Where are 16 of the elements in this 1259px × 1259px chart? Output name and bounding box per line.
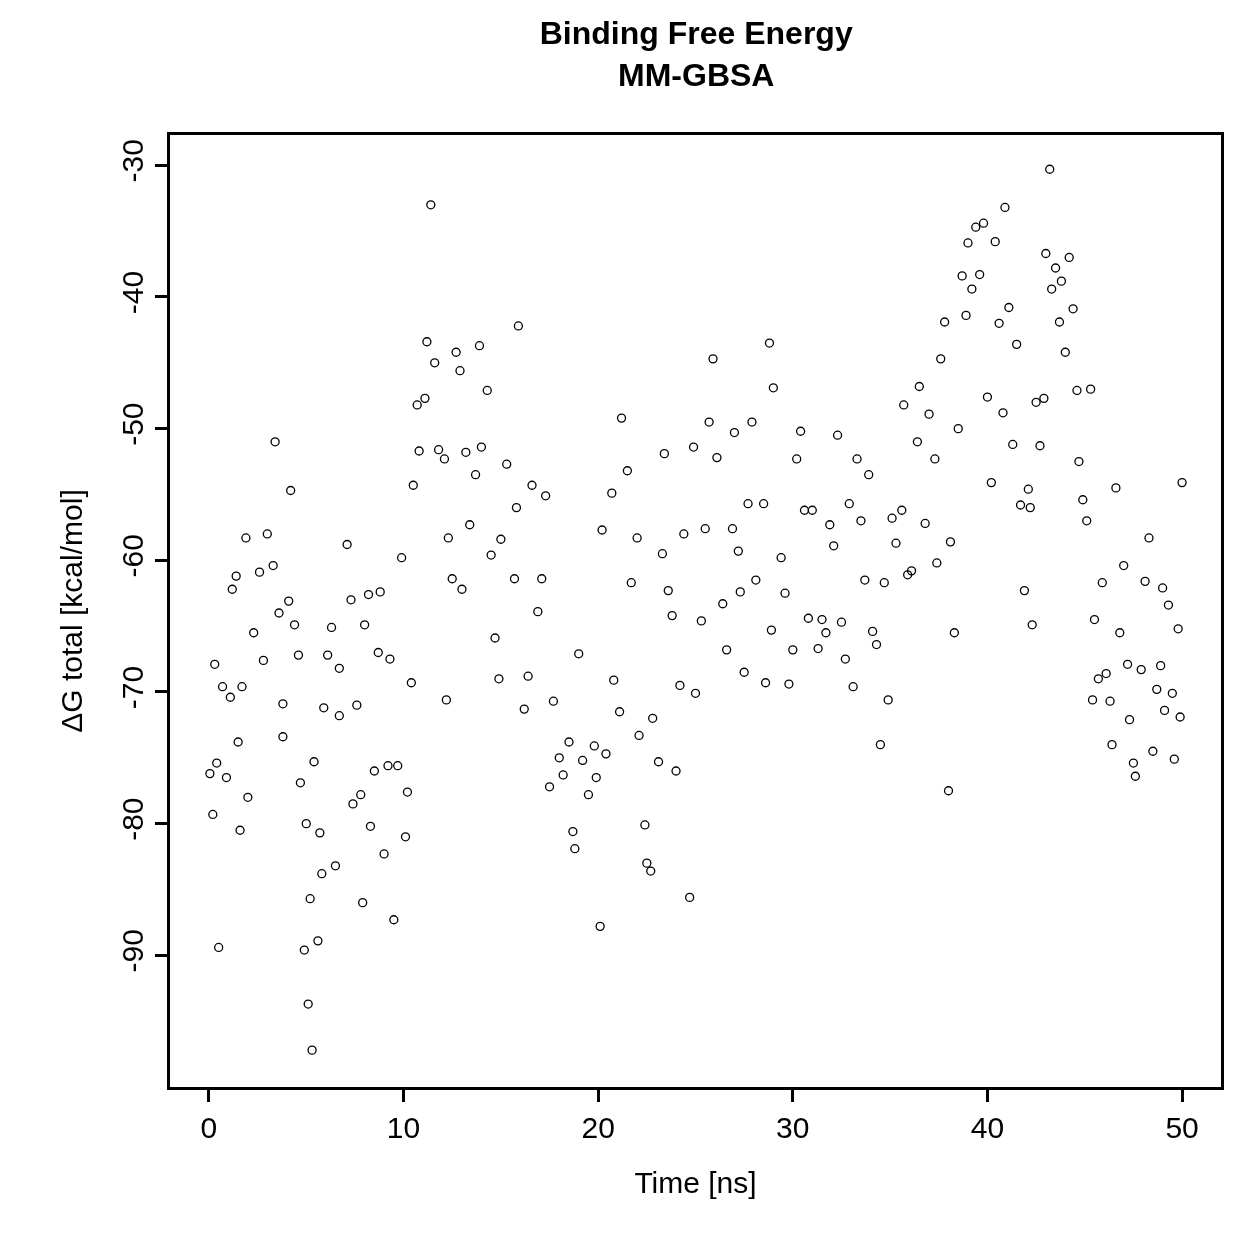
y-tick-label: -40 — [116, 270, 150, 315]
x-tick-label: 20 — [581, 1110, 615, 1144]
x-tick-label: 10 — [386, 1110, 421, 1144]
x-axis-title: Time [ns] — [634, 1166, 757, 1200]
y-tick-label: -70 — [116, 665, 150, 710]
y-tick-label: -60 — [116, 534, 150, 578]
y-tick-label: -90 — [116, 929, 150, 973]
chart-title: Binding Free Energy MM-GBSA — [539, 15, 853, 93]
y-tick-label: -50 — [116, 402, 150, 446]
y-axis-title: ΔG total [kcal/mol] — [55, 489, 89, 733]
y-tick-label: -30 — [116, 139, 150, 183]
x-tick-label: 0 — [200, 1110, 218, 1144]
x-tick-label: 30 — [776, 1110, 810, 1144]
x-tick-label: 40 — [970, 1110, 1005, 1144]
y-tick-label: -80 — [116, 797, 150, 841]
x-tick-label: 50 — [1165, 1110, 1199, 1144]
